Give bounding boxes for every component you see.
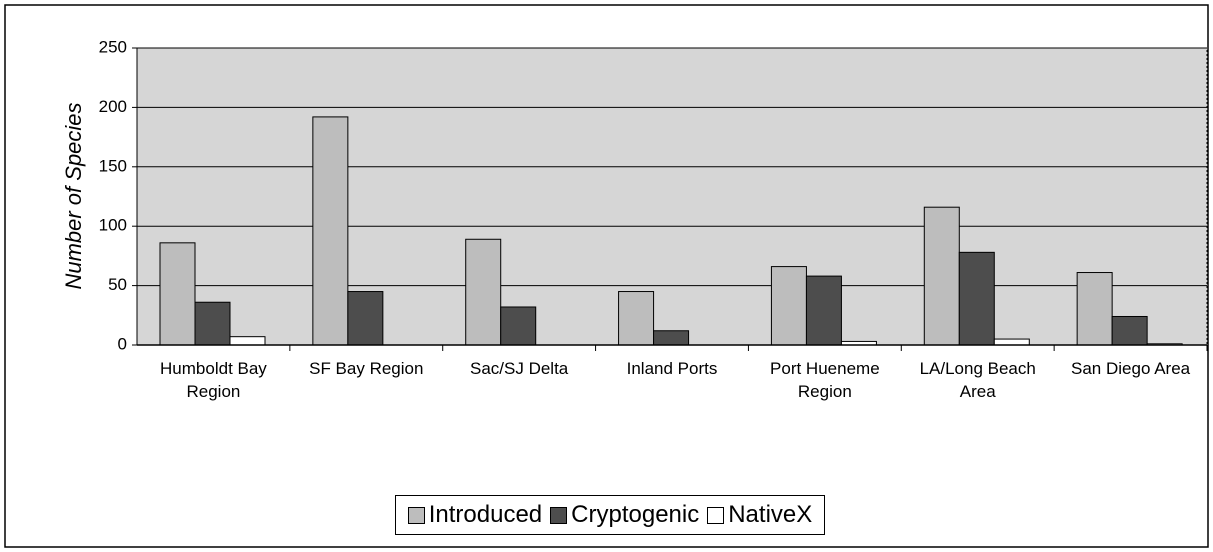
y-tick-label: 100 [99, 216, 127, 235]
x-tick-label: LA/Long Beach Area [919, 359, 1036, 401]
y-axis-label: Number of Species [61, 102, 86, 289]
plot-area [136, 47, 1208, 346]
legend-item: NativeX [707, 501, 812, 529]
bar [618, 291, 655, 346]
bar [1111, 315, 1148, 346]
legend-label: NativeX [728, 501, 813, 528]
x-tick-label: San Diego Area [1071, 359, 1191, 378]
bar [923, 206, 960, 346]
legend-label: Cryptogenic [571, 501, 700, 528]
y-tick-label: 50 [108, 275, 127, 294]
bar [993, 338, 1030, 346]
bar [500, 306, 537, 346]
bar [465, 238, 502, 346]
bar [770, 266, 807, 346]
bar [958, 251, 995, 346]
bar [229, 336, 266, 346]
y-tick-label: 150 [99, 156, 127, 175]
bar [653, 330, 690, 346]
bar [194, 301, 231, 346]
x-tick-label: Humboldt Bay Region [160, 359, 267, 401]
legend-swatch [707, 506, 725, 524]
bar [805, 275, 842, 346]
legend-label: Introduced [428, 501, 543, 528]
legend-item: Introduced [407, 501, 543, 529]
legend-swatch [407, 506, 425, 524]
y-tick-label: 200 [99, 97, 127, 116]
x-tick-label: Inland Ports [626, 359, 718, 378]
bar [347, 291, 384, 346]
bar [1076, 272, 1113, 346]
x-tick-label: SF Bay Region [309, 359, 424, 378]
y-tick-label: 0 [118, 334, 127, 353]
y-tick-label: 250 [99, 37, 127, 56]
legend: Introduced Cryptogenic NativeX [395, 495, 825, 535]
bar [312, 116, 349, 346]
x-tick-label: Sac/SJ Delta [470, 359, 569, 378]
bar [159, 242, 196, 346]
legend-swatch [550, 506, 568, 524]
x-tick-label: Port Hueneme Region [770, 359, 880, 401]
legend-item: Cryptogenic [550, 501, 699, 529]
